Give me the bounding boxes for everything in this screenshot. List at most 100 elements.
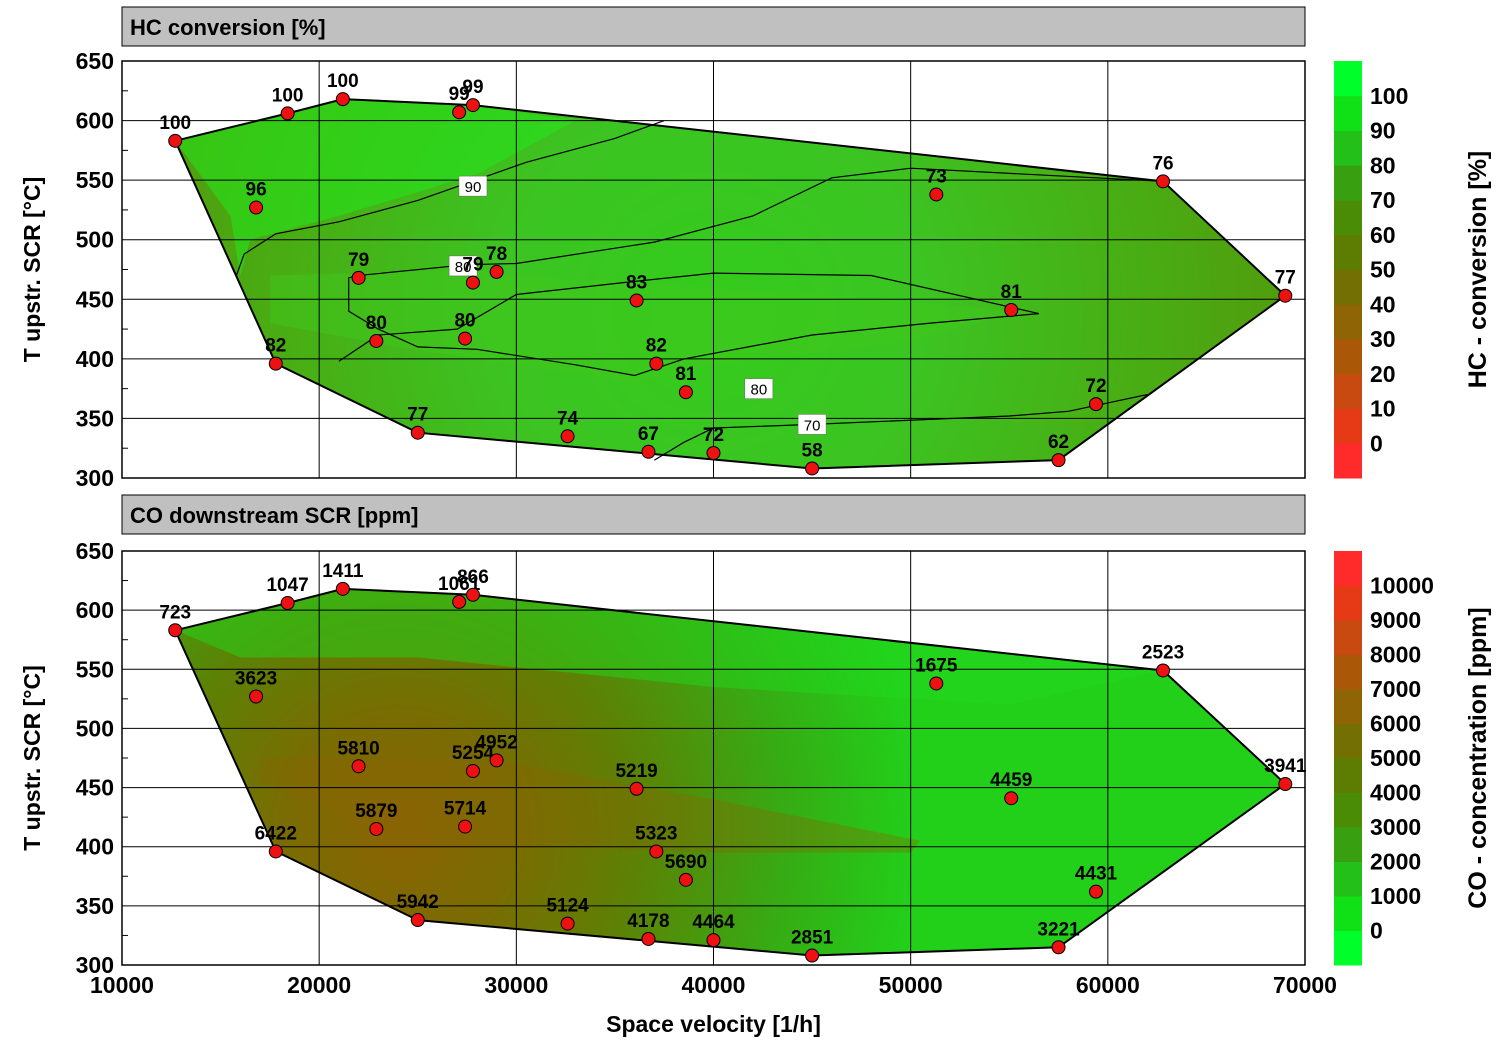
y-tick-label: 300	[76, 465, 114, 491]
colorbar-tick-label: 3000	[1370, 814, 1421, 840]
point-label: 3221	[1037, 919, 1080, 940]
point-label: 5714	[444, 799, 487, 820]
data-point	[465, 764, 480, 779]
point-label: 79	[462, 255, 483, 276]
point-label: 96	[246, 180, 267, 201]
point-label: 83	[626, 272, 647, 293]
y-tick-label: 400	[76, 834, 114, 860]
colorbar-segment	[1334, 61, 1362, 97]
point-label: 4178	[627, 911, 669, 932]
plot-frame	[121, 550, 1306, 966]
y-tick-label: 400	[76, 346, 114, 372]
colorbar-tick-label: 70	[1370, 187, 1396, 213]
point-label: 3941	[1264, 756, 1307, 777]
colorbar-tick-label: 80	[1370, 152, 1396, 178]
point-label: 72	[703, 425, 724, 446]
point-label: 58	[802, 440, 823, 461]
data-point	[929, 676, 944, 691]
colorbar-segment	[1334, 304, 1362, 340]
contour-band-high	[175, 99, 576, 276]
colorbar-segment	[1334, 585, 1362, 621]
colorbar-tick-label: 1000	[1370, 883, 1421, 909]
data-point	[560, 916, 575, 931]
data-point	[458, 331, 473, 346]
colorbar-segment	[1334, 130, 1362, 166]
point-label: 77	[407, 405, 428, 426]
y-tick-label: 500	[76, 715, 114, 741]
point-label: 1675	[915, 655, 958, 676]
point-label: 73	[926, 166, 947, 187]
point-label: 5810	[337, 738, 379, 759]
colorbar-tick-label: 10000	[1370, 573, 1434, 599]
point-label: 866	[457, 567, 489, 588]
point-label: 72	[1085, 376, 1106, 397]
x-tick-label: 70000	[1273, 972, 1337, 998]
data-point	[465, 98, 480, 113]
point-label: 78	[486, 244, 507, 265]
data-point	[249, 689, 264, 704]
panel-title: HC conversion [%]	[130, 15, 326, 40]
x-tick-label: 20000	[287, 972, 351, 998]
data-point	[1156, 663, 1171, 678]
colorbar-segment	[1334, 165, 1362, 201]
point-label: 4952	[475, 732, 517, 753]
x-tick-label: 30000	[484, 972, 548, 998]
contour-label: 70	[804, 417, 821, 434]
colorbar-tick-label: 100	[1370, 83, 1408, 109]
colorbar-segment	[1334, 620, 1362, 655]
point-label: 3623	[235, 668, 277, 689]
data-point	[268, 844, 283, 859]
y-tick-label: 600	[76, 108, 114, 134]
colorbar-segment	[1334, 689, 1362, 724]
x-tick-label: 60000	[1076, 972, 1140, 998]
colorbar-segment	[1334, 861, 1362, 897]
contour-label: 80	[455, 259, 472, 276]
data-point	[1089, 884, 1104, 899]
contour-label-box	[744, 378, 774, 399]
data-point	[1278, 288, 1293, 303]
colorbar-tick-label: 50	[1370, 257, 1396, 283]
data-point	[560, 429, 575, 444]
point-label: 74	[557, 408, 579, 429]
contour-band-high	[260, 758, 921, 853]
colorbar-segment	[1334, 896, 1362, 931]
data-point	[351, 270, 366, 285]
data-point	[489, 264, 504, 279]
point-label: 2851	[791, 928, 834, 949]
colorbar-tick-label: 20	[1370, 361, 1396, 387]
y-tick-label: 300	[76, 952, 114, 978]
colorbar-segment	[1334, 930, 1362, 966]
colorbar-segment	[1334, 339, 1362, 375]
colorbar: 0 10 20 30 40 50 60 70 80 90 100 HC - conversion [%…	[1334, 61, 1492, 479]
colorbar-segment	[1334, 723, 1362, 759]
data-point	[489, 753, 504, 768]
data-point	[465, 275, 480, 290]
data-point	[452, 594, 467, 609]
data-point	[369, 333, 384, 348]
colorbar-segment	[1334, 269, 1362, 305]
contour-label-box	[448, 255, 478, 277]
data-point	[1051, 453, 1066, 468]
point-label: 5219	[615, 761, 657, 782]
y-tick-label: 550	[76, 167, 114, 193]
data-point	[805, 948, 820, 963]
panel-title-bar	[121, 494, 1306, 535]
point-label: 76	[1152, 153, 1173, 174]
data-point	[1051, 940, 1066, 955]
y-axis-title: T upstr. SCR [°C]	[19, 177, 45, 363]
data-point	[629, 781, 644, 796]
data-point	[351, 759, 366, 774]
data-point	[1089, 397, 1104, 412]
data-point	[1004, 303, 1019, 318]
y-tick-label: 450	[76, 286, 114, 312]
data-point	[929, 187, 944, 202]
colorbar-tick-label: 5000	[1370, 745, 1421, 771]
colorbar: 0 1000 2000 3000 4000 5000 6000 7000 8000 9000 100…	[1334, 551, 1492, 966]
colorbar-segment	[1334, 551, 1362, 586]
point-label: 5124	[546, 896, 589, 917]
point-label: 5254	[452, 743, 495, 764]
y-tick-label: 650	[76, 48, 114, 74]
x-axis-title: Space velocity [1/h]	[606, 1011, 821, 1037]
point-label: 723	[159, 602, 191, 623]
